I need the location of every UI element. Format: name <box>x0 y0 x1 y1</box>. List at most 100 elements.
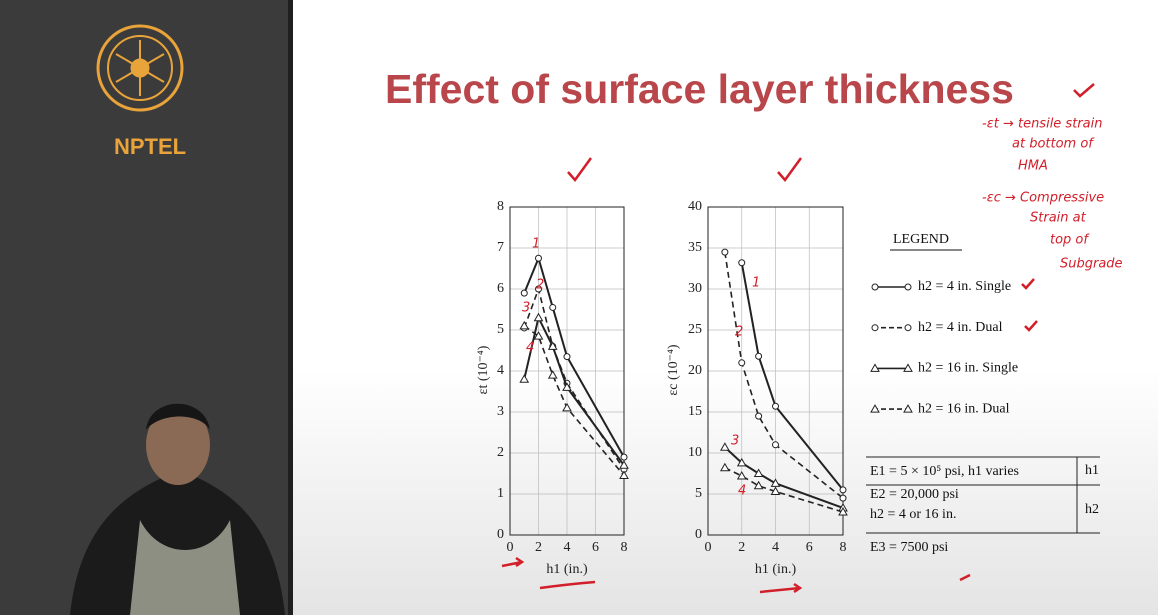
y-tick-label: 30 <box>688 281 702 296</box>
y-tick-label: 2 <box>497 445 504 460</box>
y-tick-label: 0 <box>497 527 504 542</box>
data-point <box>770 478 781 487</box>
layer-label: E1 = 5 × 10⁵ psi, h1 varies <box>870 464 1019 479</box>
x-axis-label: h1 (in.) <box>755 562 797 577</box>
handwritten-note: top of <box>1050 233 1090 248</box>
slide-title: Effect of surface layer thickness <box>385 66 1014 112</box>
y-tick-label: 6 <box>497 281 504 296</box>
data-point <box>839 494 847 502</box>
layer-diagram <box>866 456 1100 534</box>
handwritten-note: at bottom of <box>1012 137 1095 152</box>
data-point <box>736 457 747 467</box>
handwritten-note: Strain at <box>1030 211 1087 226</box>
x-tick-label: 4 <box>564 540 571 555</box>
x-tick-label: 2 <box>738 540 745 555</box>
data-point <box>535 285 542 293</box>
legend-marker <box>904 283 912 291</box>
curve-number: 2 <box>536 278 544 293</box>
y-tick-label: 3 <box>497 404 504 419</box>
data-point <box>772 441 779 449</box>
curve-number: 1 <box>752 276 760 291</box>
check-marks <box>501 83 1095 594</box>
legend-marker <box>903 363 913 372</box>
y-tick-label: 15 <box>688 404 702 419</box>
presenter <box>70 403 285 615</box>
legend-marker <box>871 283 879 291</box>
data-point <box>738 359 746 367</box>
y-tick-label: 0 <box>695 527 702 542</box>
y-tick-label: 20 <box>688 363 702 378</box>
data-point <box>619 470 629 480</box>
curve-number: 1 <box>532 237 540 252</box>
curve <box>523 325 625 477</box>
handwritten-note: Subgrade <box>1060 257 1123 272</box>
data-point <box>549 303 557 311</box>
y-tick-label: 8 <box>497 199 504 214</box>
curve-number: 4 <box>738 484 746 499</box>
x-tick-label: 4 <box>772 540 779 555</box>
legend-marker <box>870 363 880 372</box>
logo <box>96 24 184 112</box>
x-tick-label: 0 <box>705 540 712 555</box>
x-axis-label: h1 (in.) <box>546 562 588 577</box>
logo-text: NPTEL <box>114 134 186 159</box>
data-point <box>535 254 542 262</box>
x-tick-label: 0 <box>507 540 514 555</box>
y-tick-label: 25 <box>688 322 702 337</box>
data-point <box>533 331 544 340</box>
data-point <box>738 259 746 267</box>
data-point <box>533 312 544 322</box>
y-tick-label: 1 <box>497 486 504 501</box>
legend-label: h2 = 16 in. Single <box>918 361 1018 376</box>
x-tick-label: 6 <box>806 540 813 555</box>
y-axis-label: εc (10⁻⁴) <box>666 344 681 396</box>
data-point <box>755 412 763 420</box>
data-point <box>839 486 847 494</box>
legend-marker <box>904 324 912 332</box>
y-tick-label: 5 <box>695 486 702 501</box>
y-tick-label: 40 <box>688 199 702 214</box>
slide-background <box>292 0 1158 615</box>
panel-border <box>288 0 293 615</box>
x-tick-label: 8 <box>621 540 628 555</box>
data-point <box>755 352 763 360</box>
data-point <box>563 353 571 361</box>
curve <box>724 467 844 513</box>
legend-title: LEGEND <box>893 232 949 247</box>
x-tick-label: 6 <box>592 540 599 555</box>
data-point <box>619 460 629 469</box>
data-point <box>519 320 530 330</box>
data-point <box>720 462 730 472</box>
data-point <box>720 442 730 451</box>
layer-label: h2 = 4 or 16 in. <box>870 507 956 522</box>
legend-marker <box>903 404 913 413</box>
x-tick-label: 2 <box>535 540 542 555</box>
curve-number: 2 <box>735 325 743 340</box>
y-tick-label: 5 <box>497 322 504 337</box>
y-tick-label: 35 <box>688 240 702 255</box>
y-tick-label: 4 <box>497 363 504 378</box>
data-point <box>753 480 764 490</box>
y-tick-label: 7 <box>497 240 504 255</box>
handwritten-note: -εt → tensile strain <box>982 117 1102 132</box>
data-point <box>721 248 729 256</box>
curve <box>740 262 844 491</box>
data-point <box>838 507 848 516</box>
data-point <box>562 382 572 391</box>
curve-number: 3 <box>522 301 530 316</box>
data-point <box>547 370 558 379</box>
thickness-label: h2 <box>1085 502 1099 517</box>
data-point <box>753 468 764 477</box>
legend-marker <box>870 404 880 413</box>
handwritten-note: HMA <box>1018 159 1048 174</box>
curve <box>724 251 844 499</box>
y-axis-label: εt (10⁻⁴) <box>476 345 491 394</box>
data-point <box>772 402 779 410</box>
plot-frame <box>707 206 844 536</box>
legend-label: h2 = 4 in. Dual <box>918 320 1003 335</box>
y-tick-label: 10 <box>688 445 702 460</box>
legend-label: h2 = 4 in. Single <box>918 279 1011 294</box>
curve-number: 4 <box>526 341 534 356</box>
data-point <box>620 453 628 461</box>
